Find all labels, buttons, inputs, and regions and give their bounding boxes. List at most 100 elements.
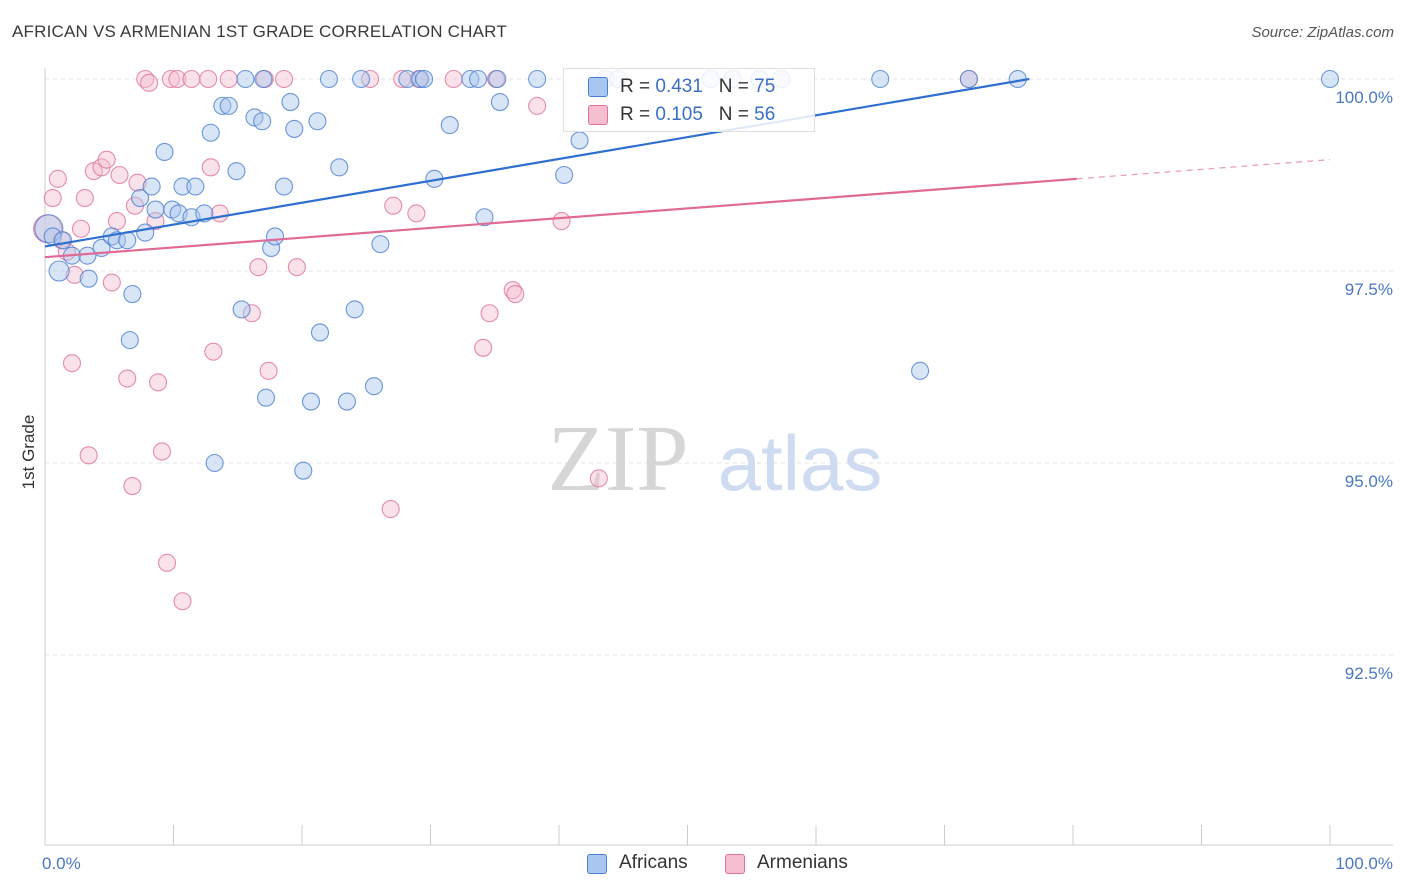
armenians-legend-swatch <box>725 854 745 874</box>
africans-point <box>173 177 192 196</box>
armenians-point <box>474 338 493 357</box>
africans-point <box>285 119 304 138</box>
africans-point <box>131 188 150 208</box>
axes <box>44 68 1393 846</box>
africans-point <box>136 223 155 242</box>
armenians-point <box>242 304 261 323</box>
y-tick-label: 92.5% <box>1345 664 1393 683</box>
africans-point <box>1320 69 1340 89</box>
armenians-point <box>43 188 62 208</box>
africans-point <box>440 116 459 135</box>
africans-point <box>254 69 273 89</box>
armenians-point <box>274 69 294 89</box>
armenians-point <box>152 442 171 461</box>
armenians-points <box>33 69 978 611</box>
armenians-point <box>506 284 525 304</box>
africans-point <box>120 331 139 350</box>
y-tick-label: 97.5% <box>1345 280 1393 299</box>
africans-point <box>48 260 70 282</box>
armenians-point <box>110 165 129 185</box>
africans-point <box>213 96 232 115</box>
africans-point <box>155 142 174 162</box>
africans-point <box>345 300 364 319</box>
africans-point <box>490 92 509 112</box>
africans-point <box>319 69 339 89</box>
armenians-point <box>173 592 192 611</box>
africans-point <box>911 361 930 380</box>
africans-point <box>301 392 321 411</box>
armenians-point <box>71 219 91 238</box>
africans-point <box>555 165 574 185</box>
africans-point <box>142 177 161 196</box>
africans-point <box>281 92 300 112</box>
africans-point <box>461 69 480 89</box>
armenians-point <box>407 204 426 223</box>
n-value-africans: 75 <box>754 76 776 97</box>
africans-point <box>330 158 349 177</box>
armenians-point <box>199 69 218 89</box>
x-tick-label: 100.0% <box>1335 854 1393 873</box>
africans-point <box>468 69 488 89</box>
armenians-point <box>118 369 137 388</box>
africans-point <box>146 200 165 219</box>
africans-point <box>352 69 371 89</box>
africans-point <box>475 208 494 227</box>
africans-point <box>959 69 978 89</box>
africans-point <box>308 112 327 131</box>
africans-point <box>232 300 251 319</box>
africans-point <box>219 96 238 115</box>
armenians-point <box>168 69 187 89</box>
armenians-point <box>48 169 67 188</box>
africans-point <box>227 162 246 181</box>
armenians-point <box>107 212 127 231</box>
watermark-atlas: atlas <box>718 419 883 507</box>
armenians-point <box>149 373 168 392</box>
armenians-point <box>161 69 180 89</box>
armenians-point <box>444 69 463 89</box>
armenians-swatch <box>588 105 608 125</box>
armenians-point <box>65 265 84 284</box>
armenians-legend-label: Armenians <box>757 852 848 873</box>
armenians-point <box>480 304 499 323</box>
r-value-armenians: 0.105 <box>655 104 703 125</box>
africans-point <box>337 392 357 411</box>
armenians-point <box>528 96 547 115</box>
africans-point <box>201 123 220 142</box>
africans-point <box>371 235 390 254</box>
africans-point <box>107 231 127 250</box>
armenians-point <box>75 188 94 208</box>
trend-lines <box>44 77 1331 259</box>
africans-point <box>186 177 205 196</box>
africans-point <box>570 131 589 150</box>
africans-point <box>871 69 890 89</box>
armenians-point <box>158 553 177 572</box>
africans-point <box>274 177 294 196</box>
armenians-point <box>552 212 571 231</box>
armenians-point <box>128 173 147 192</box>
watermark-zip: ZIP <box>548 407 689 511</box>
r-value-africans: 0.431 <box>655 76 703 97</box>
africans-point <box>294 461 313 480</box>
africans-point <box>205 453 224 473</box>
armenians-point <box>201 158 220 177</box>
r-label: R = <box>620 104 656 125</box>
x-tick-label: 0.0% <box>42 854 81 873</box>
africans-point <box>411 69 430 89</box>
y-tick-label: 100.0% <box>1335 88 1393 107</box>
armenians-point <box>589 469 608 488</box>
armenians-point <box>79 446 98 465</box>
source-label: Source: ZipAtlas.com <box>1251 24 1394 41</box>
armenians-point <box>219 69 238 89</box>
n-label: N = <box>718 104 755 125</box>
armenians-point <box>182 69 201 89</box>
africans-trend-line <box>44 77 1030 248</box>
armenians-point <box>97 150 116 169</box>
armenians-point <box>210 204 229 223</box>
armenians-point <box>381 500 400 519</box>
grid-lines <box>45 78 1393 656</box>
africans-point <box>310 323 330 342</box>
armenians-point <box>249 258 268 277</box>
n-value-armenians: 56 <box>754 104 776 125</box>
africans-point <box>253 112 272 131</box>
